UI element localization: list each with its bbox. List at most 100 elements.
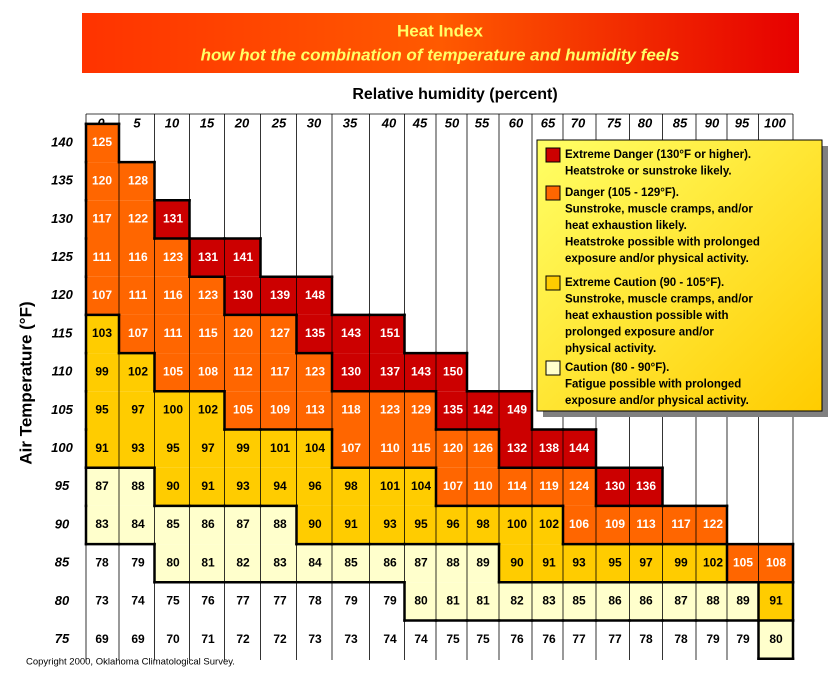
cell-bg: [499, 620, 532, 659]
cell-bg: [260, 314, 297, 354]
cell-value: 80: [166, 555, 180, 569]
cell-value: 93: [572, 555, 586, 569]
cell-value: 91: [95, 441, 109, 455]
cell-bg: [119, 314, 155, 354]
cell-value: 82: [236, 555, 250, 569]
legend-swatch: [545, 185, 561, 201]
cell-bg: [727, 620, 759, 659]
cell-bg: [404, 353, 436, 392]
cell-value: 77: [273, 594, 287, 608]
cell-value: 74: [383, 632, 397, 646]
cell-bg: [332, 505, 370, 545]
cell-value: 81: [201, 555, 215, 569]
cell-value: 106: [569, 517, 589, 531]
cell-bg: [154, 238, 190, 277]
cell-value: 107: [443, 479, 463, 493]
column-label: 25: [271, 115, 287, 130]
cell-value: 79: [706, 632, 720, 646]
cell-value: 112: [233, 364, 253, 378]
cell-value: 88: [131, 479, 145, 493]
cell-value: 85: [344, 555, 358, 569]
cell-bg: [296, 314, 332, 354]
column-label: 5: [133, 115, 141, 130]
cell-bg: [154, 276, 190, 315]
cell-bg: [86, 200, 119, 239]
cell-value: 78: [95, 555, 109, 569]
row-label: 140: [51, 134, 73, 149]
cell-value: 86: [608, 594, 622, 608]
cell-bg: [86, 123, 119, 163]
cell-value: 77: [572, 632, 586, 646]
row-label: 115: [52, 325, 73, 340]
cell-value: 131: [198, 250, 218, 264]
cell-value: 88: [706, 594, 720, 608]
cell-bg: [404, 505, 436, 545]
cell-value: 93: [131, 441, 145, 455]
cell-bg: [119, 238, 155, 277]
cell-bg: [499, 582, 532, 621]
cell-value: 102: [703, 555, 723, 569]
cell-bg: [119, 353, 155, 392]
legend-box: [536, 139, 823, 412]
legend-text: heat exhaustion likely.: [565, 220, 687, 232]
cell-value: 78: [639, 632, 653, 646]
cell-value: 119: [539, 479, 559, 493]
cell-bg: [662, 620, 696, 659]
cell-bg: [404, 429, 436, 468]
cell-bg: [86, 505, 119, 545]
cell-bg: [467, 467, 499, 506]
legend-text: prolonged exposure and/or: [565, 327, 714, 339]
cell-value: 90: [308, 517, 322, 531]
zone-borders: [84, 122, 795, 660]
cell-bg: [86, 467, 119, 506]
cell-value: 97: [131, 403, 145, 417]
row-label: 85: [55, 555, 70, 570]
cell-bg: [154, 429, 190, 468]
cell-value: 135: [305, 326, 325, 340]
cell-bg: [436, 429, 467, 468]
cell-bg: [189, 505, 225, 545]
cell-value: 89: [476, 555, 490, 569]
cell-bg: [86, 162, 119, 201]
column-label: 50: [445, 115, 460, 130]
cell-bg: [296, 505, 332, 545]
cell-value: 69: [131, 632, 145, 646]
column-label: 80: [638, 115, 653, 130]
cell-value: 79: [736, 632, 750, 646]
cell-value: 107: [92, 288, 112, 302]
cell-bg: [296, 391, 332, 430]
cell-bg: [189, 238, 225, 277]
legend-text: Sunstroke, muscle cramps, and/or: [565, 294, 753, 306]
cell-value: 113: [636, 517, 656, 531]
footer: Copyright 2000, Oklahoma Climatological …: [26, 657, 235, 668]
cell-bg: [696, 582, 727, 621]
cell-bg: [369, 505, 405, 545]
cell-value: 97: [201, 441, 215, 455]
cell-value: 95: [166, 441, 180, 455]
cell-bg: [154, 200, 190, 239]
cell-value: 110: [380, 441, 400, 455]
legend: Extreme Danger (130°F or higher). Heatstr…: [536, 139, 828, 417]
cell-value: 71: [201, 632, 215, 646]
cell-value: 102: [128, 364, 148, 378]
cell-value: 97: [639, 555, 653, 569]
column-title: Relative humidity (percent): [352, 86, 557, 103]
cell-value: 126: [473, 441, 493, 455]
cell-value: 83: [542, 594, 556, 608]
cell-bg: [404, 582, 436, 621]
cell-bg: [369, 582, 405, 621]
cell-bg: [260, 353, 297, 392]
row-title: Air Temperature (°F): [16, 301, 35, 464]
cell-bg: [296, 429, 332, 468]
cell-value: 108: [766, 555, 786, 569]
cell-value: 80: [414, 594, 428, 608]
title: Heat Index: [397, 21, 484, 40]
cell-bg: [296, 582, 332, 621]
cell-value: 74: [131, 594, 145, 608]
cell-value: 102: [539, 517, 559, 531]
cell-bg: [696, 505, 727, 545]
cell-bg: [532, 544, 563, 583]
column-label: 20: [234, 115, 250, 130]
cell-value: 87: [674, 594, 688, 608]
